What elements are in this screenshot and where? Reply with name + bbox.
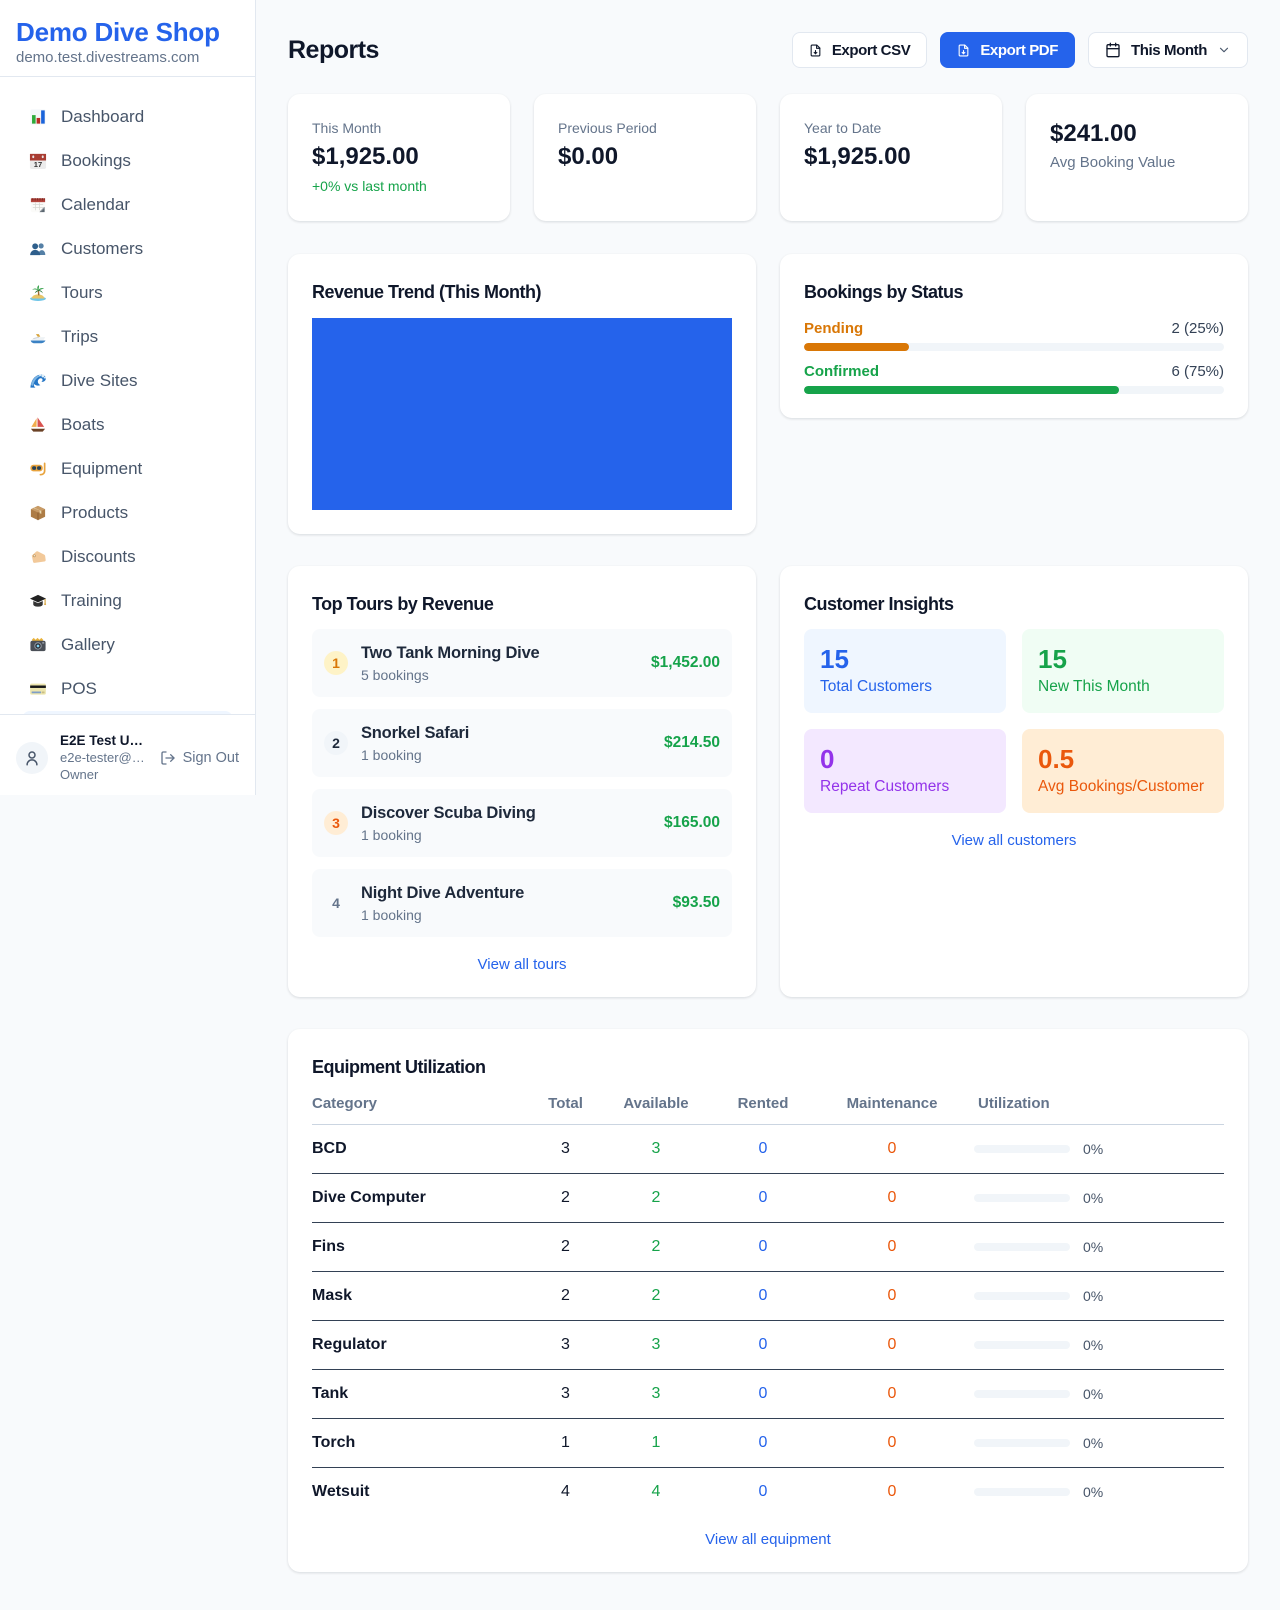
svg-text:17: 17 xyxy=(34,160,42,169)
